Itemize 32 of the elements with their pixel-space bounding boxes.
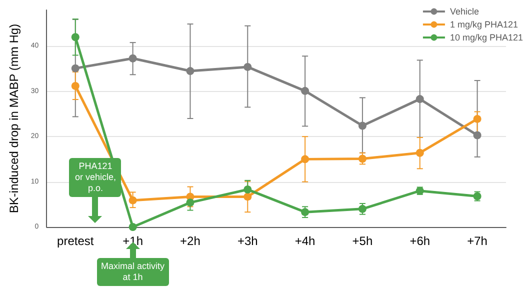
point xyxy=(128,196,137,204)
point xyxy=(473,131,482,140)
point xyxy=(244,192,252,201)
legend-label: 1 mg/kg PHA121 xyxy=(450,20,518,30)
x-tick-label: +5h xyxy=(352,234,373,248)
x-tick-label: +6h xyxy=(410,234,430,248)
point xyxy=(71,33,80,42)
point xyxy=(128,223,137,231)
point xyxy=(416,148,424,157)
x-tick-label: +7h xyxy=(467,234,488,248)
point xyxy=(301,208,310,216)
legend-label: Vehicle xyxy=(450,6,479,16)
point xyxy=(301,155,310,164)
y-axis-title: BK-induced drop in MABP (mm Hg) xyxy=(7,24,21,214)
x-tick-label: +3h xyxy=(237,234,258,248)
point xyxy=(244,62,252,71)
x-tick-label: pretest xyxy=(57,234,94,248)
point xyxy=(473,114,482,123)
point xyxy=(358,122,366,130)
x-tick-label: +4h xyxy=(294,234,316,248)
point xyxy=(301,86,310,95)
point xyxy=(358,204,366,213)
point xyxy=(358,154,366,163)
annotation: PHA121 or vehicle, p.o. xyxy=(69,158,122,197)
point xyxy=(186,67,194,76)
legend-label: 10 mg/kg PHA121 xyxy=(450,32,524,42)
point xyxy=(244,185,252,194)
text: Maximal activity at 1h xyxy=(96,258,169,286)
point xyxy=(128,54,137,62)
x-tick-label: +2h xyxy=(180,234,200,248)
point xyxy=(71,82,80,90)
point xyxy=(416,95,424,104)
